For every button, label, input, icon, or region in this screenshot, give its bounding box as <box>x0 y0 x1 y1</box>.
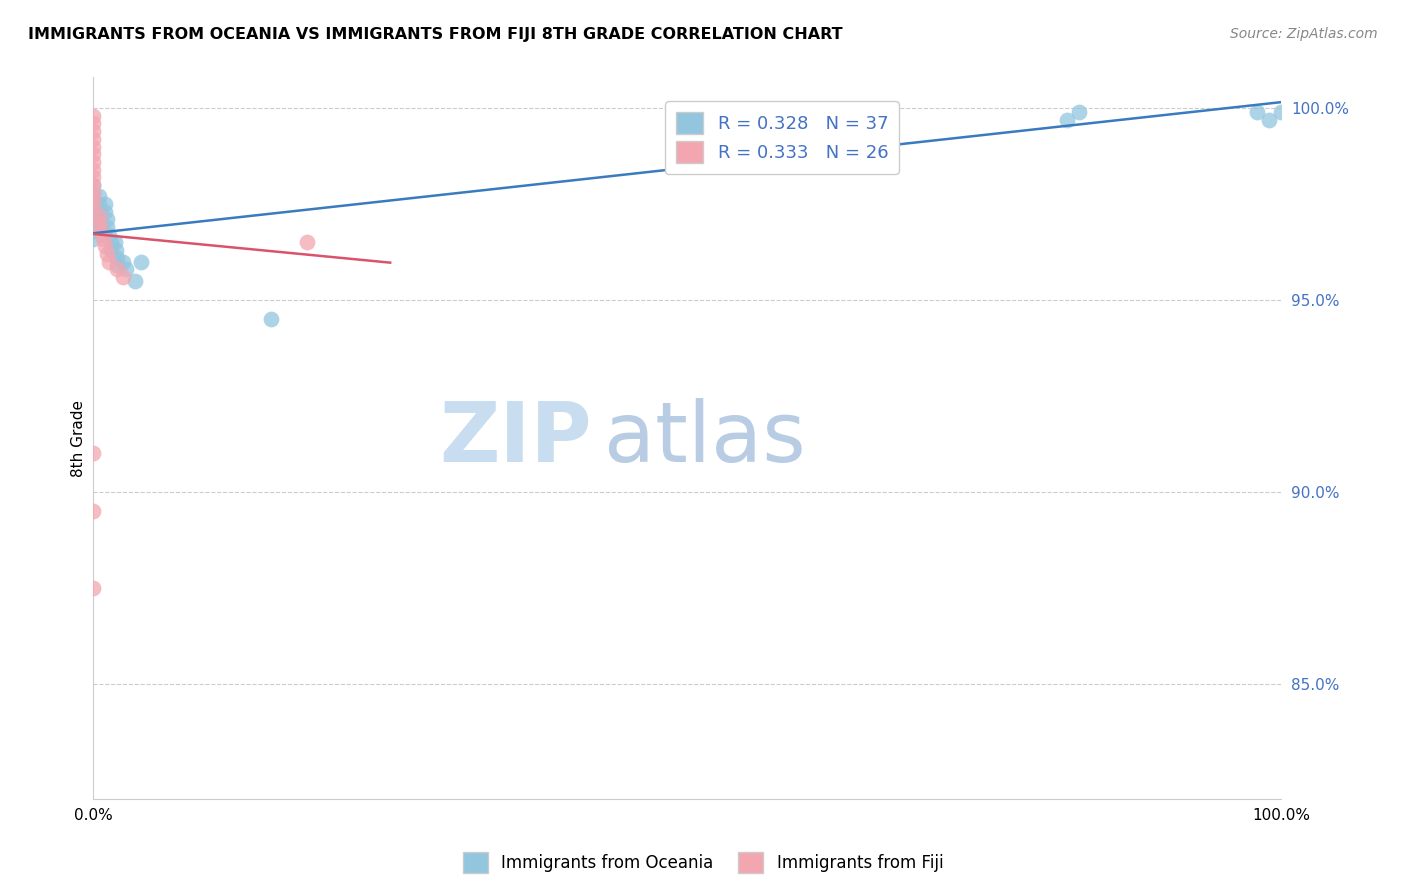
Legend: Immigrants from Oceania, Immigrants from Fiji: Immigrants from Oceania, Immigrants from… <box>456 846 950 880</box>
Text: Source: ZipAtlas.com: Source: ZipAtlas.com <box>1230 27 1378 41</box>
Point <box>115 262 138 277</box>
Point <box>105 262 128 277</box>
Point <box>89 212 111 227</box>
Point <box>82 186 104 200</box>
Point <box>96 212 118 227</box>
Point <box>82 504 104 518</box>
Point <box>1069 105 1091 120</box>
Point <box>103 235 125 250</box>
Point <box>1246 105 1268 120</box>
Point <box>82 178 104 192</box>
Point <box>111 254 134 268</box>
Point <box>94 197 117 211</box>
Point <box>818 109 841 123</box>
Text: IMMIGRANTS FROM OCEANIA VS IMMIGRANTS FROM FIJI 8TH GRADE CORRELATION CHART: IMMIGRANTS FROM OCEANIA VS IMMIGRANTS FR… <box>28 27 842 42</box>
Point <box>82 209 104 223</box>
Point <box>82 139 104 153</box>
Point <box>82 186 104 200</box>
Point <box>97 254 120 268</box>
Point <box>89 216 111 230</box>
Point <box>89 197 111 211</box>
Point <box>82 132 104 146</box>
Point <box>82 154 104 169</box>
Y-axis label: 8th Grade: 8th Grade <box>72 400 86 476</box>
Point <box>129 254 152 268</box>
Point <box>89 204 111 219</box>
Point <box>100 235 122 250</box>
Point <box>1258 112 1281 127</box>
Point <box>82 109 104 123</box>
Point <box>1056 112 1078 127</box>
Point <box>82 224 104 238</box>
Point <box>104 243 127 257</box>
Point <box>105 259 128 273</box>
Point <box>82 446 104 460</box>
Point <box>91 227 114 242</box>
Point <box>831 116 853 130</box>
Text: ZIP: ZIP <box>440 398 592 479</box>
Point <box>82 162 104 177</box>
Point <box>260 312 283 326</box>
Point <box>82 581 104 595</box>
Point <box>124 274 146 288</box>
Point <box>94 204 117 219</box>
Point <box>90 224 112 238</box>
Point <box>111 269 134 284</box>
Point <box>82 147 104 161</box>
Point <box>1270 105 1292 120</box>
Point <box>82 216 104 230</box>
Point <box>295 235 318 250</box>
Point <box>82 231 104 245</box>
Point <box>90 220 112 235</box>
Point <box>96 220 118 235</box>
Point <box>105 251 128 265</box>
Point <box>82 116 104 130</box>
Point <box>82 193 104 207</box>
Text: atlas: atlas <box>605 398 806 479</box>
Point <box>82 193 104 207</box>
Point <box>82 170 104 185</box>
Legend: R = 0.328   N = 37, R = 0.333   N = 26: R = 0.328 N = 37, R = 0.333 N = 26 <box>665 101 898 174</box>
Point <box>100 243 122 257</box>
Point <box>82 201 104 215</box>
Point <box>82 201 104 215</box>
Point <box>97 227 120 242</box>
Point <box>89 209 111 223</box>
Point <box>82 124 104 138</box>
Point <box>82 178 104 192</box>
Point <box>94 239 117 253</box>
Point <box>96 247 118 261</box>
Point <box>89 189 111 203</box>
Point <box>91 231 114 245</box>
